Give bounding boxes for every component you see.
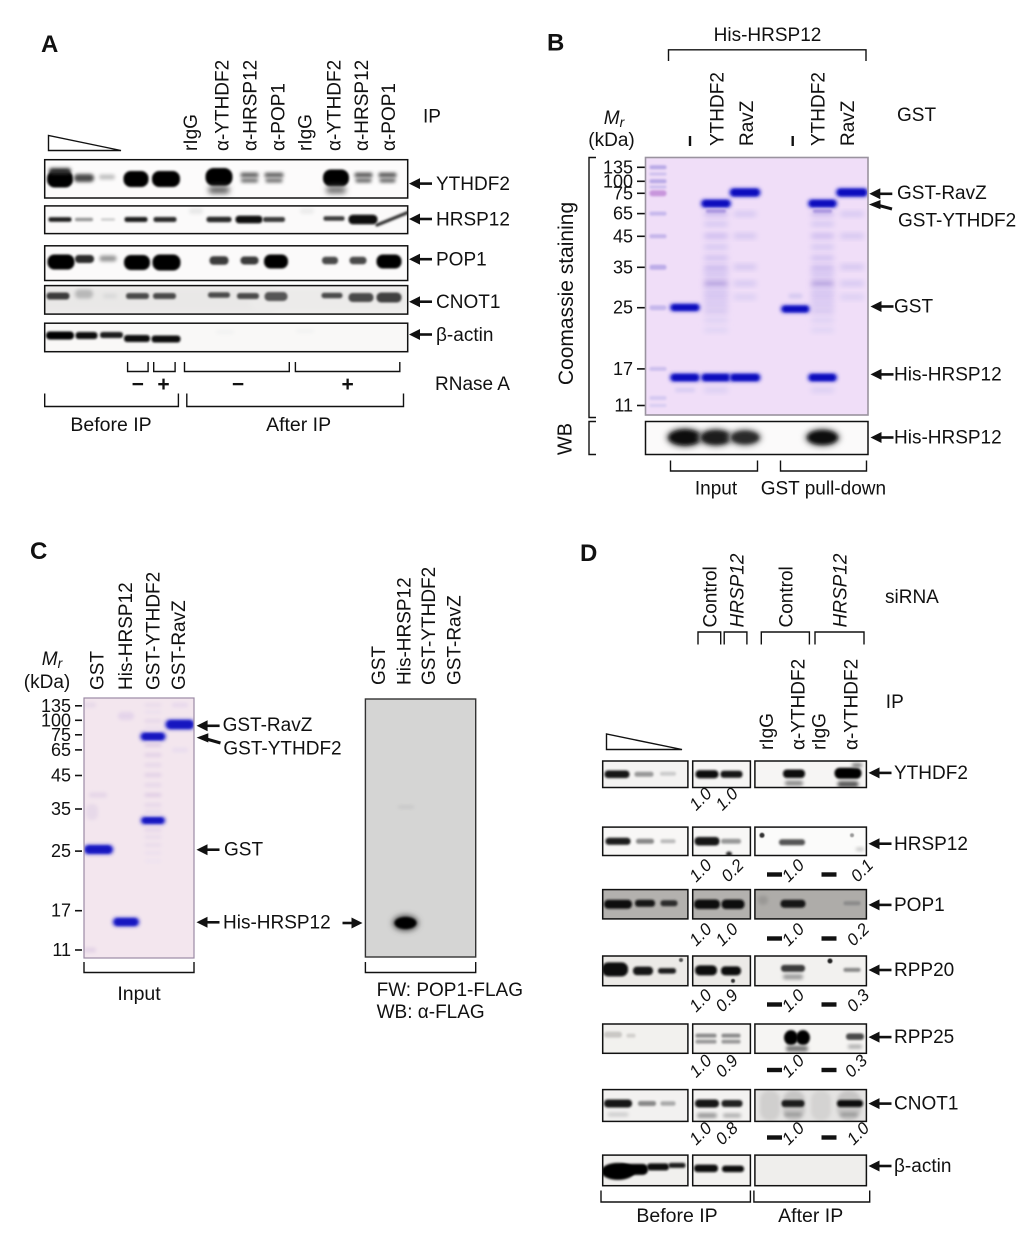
svg-text:GST: GST: [224, 840, 263, 861]
svg-text:WB: α-FLAG: WB: α-FLAG: [377, 1002, 485, 1023]
svg-text:His-HRSP12: His-HRSP12: [394, 577, 415, 685]
svg-text:β-actin: β-actin: [894, 1156, 951, 1177]
svg-text:100: 100: [41, 710, 71, 730]
svg-text:RavZ: RavZ: [838, 100, 859, 146]
svg-text:RNase A: RNase A: [435, 374, 510, 395]
svg-text:GST-RavZ: GST-RavZ: [169, 600, 190, 690]
svg-text:RPP25: RPP25: [894, 1027, 954, 1048]
svg-text:(kDa): (kDa): [24, 672, 70, 693]
svg-text:α-YTHDF2: α-YTHDF2: [213, 60, 234, 151]
svg-text:POP1: POP1: [894, 895, 945, 916]
svg-text:25: 25: [51, 841, 71, 861]
svg-text:25: 25: [613, 298, 633, 318]
svg-text:100: 100: [603, 171, 633, 191]
svg-text:Input: Input: [695, 479, 738, 500]
svg-text:IP: IP: [886, 692, 904, 713]
svg-text:β-actin: β-actin: [436, 325, 493, 346]
svg-text:HRSP12: HRSP12: [894, 834, 968, 855]
svg-text:YTHDF2: YTHDF2: [894, 763, 968, 784]
svg-text:HRSP12: HRSP12: [727, 553, 748, 627]
svg-text:rIgG: rIgG: [295, 114, 316, 151]
svg-text:Before IP: Before IP: [70, 414, 151, 436]
svg-text:135: 135: [41, 696, 71, 716]
svg-text:POP1: POP1: [436, 250, 487, 271]
svg-text:+: +: [157, 373, 169, 396]
svg-text:His-HRSP12: His-HRSP12: [714, 25, 822, 46]
svg-text:C: C: [30, 538, 47, 565]
svg-text:His-HRSP12: His-HRSP12: [223, 912, 331, 933]
svg-text:GST pull-down: GST pull-down: [761, 479, 886, 500]
svg-text:65: 65: [613, 204, 633, 224]
svg-text:45: 45: [51, 766, 71, 786]
svg-text:α-YTHDF2: α-YTHDF2: [789, 659, 810, 750]
svg-text:GST: GST: [894, 297, 933, 318]
svg-text:After IP: After IP: [778, 1205, 843, 1227]
svg-text:rIgG: rIgG: [810, 713, 831, 750]
svg-text:rIgG: rIgG: [181, 114, 202, 151]
svg-text:α-HRSP12: α-HRSP12: [352, 60, 373, 151]
svg-text:−: −: [232, 373, 244, 396]
svg-text:His-HRSP12: His-HRSP12: [894, 364, 1002, 385]
svg-text:Control: Control: [776, 566, 797, 627]
svg-text:+: +: [341, 373, 353, 396]
svg-text:RPP20: RPP20: [894, 960, 954, 981]
svg-text:GST: GST: [897, 105, 936, 126]
svg-text:α-POP1: α-POP1: [269, 83, 290, 151]
svg-text:GST-YTHDF2: GST-YTHDF2: [144, 572, 165, 690]
svg-text:GST-RavZ: GST-RavZ: [444, 595, 465, 685]
svg-text:11: 11: [614, 396, 633, 416]
svg-text:CNOT1: CNOT1: [436, 292, 500, 313]
svg-text:IP: IP: [423, 107, 441, 128]
svg-text:GST-YTHDF2: GST-YTHDF2: [419, 567, 440, 685]
svg-text:RavZ: RavZ: [737, 100, 758, 146]
svg-text:35: 35: [51, 799, 71, 819]
svg-text:135: 135: [603, 157, 633, 177]
svg-text:35: 35: [613, 257, 633, 277]
svg-text:11: 11: [52, 940, 71, 960]
svg-text:65: 65: [51, 740, 71, 760]
svg-text:75: 75: [613, 183, 633, 203]
svg-text:Control: Control: [700, 566, 721, 627]
svg-text:75: 75: [51, 725, 71, 745]
svg-text:α-POP1: α-POP1: [379, 83, 400, 151]
svg-text:FW: POP1-FLAG: FW: POP1-FLAG: [377, 980, 523, 1001]
svg-text:45: 45: [613, 226, 633, 246]
svg-text:GST-YTHDF2: GST-YTHDF2: [223, 739, 341, 760]
svg-text:−: −: [132, 373, 144, 396]
svg-text:GST-RavZ: GST-RavZ: [223, 715, 313, 736]
svg-text:Input: Input: [117, 983, 161, 1005]
svg-text:YTHDF2: YTHDF2: [809, 72, 830, 146]
svg-text:17: 17: [613, 359, 633, 379]
svg-text:Coomassie staining: Coomassie staining: [555, 202, 578, 385]
svg-text:α-YTHDF2: α-YTHDF2: [842, 659, 863, 750]
svg-text:siRNA: siRNA: [885, 587, 939, 608]
svg-text:His-HRSP12: His-HRSP12: [116, 582, 137, 690]
svg-text:His-HRSP12: His-HRSP12: [894, 428, 1002, 449]
svg-text:GST-RavZ: GST-RavZ: [897, 183, 987, 204]
svg-text:α-YTHDF2: α-YTHDF2: [324, 60, 345, 151]
svg-text:GST-YTHDF2: GST-YTHDF2: [898, 211, 1016, 232]
svg-text:GST: GST: [88, 651, 109, 690]
svg-text:(kDa): (kDa): [588, 130, 634, 151]
svg-text:D: D: [580, 540, 597, 567]
svg-text:YTHDF2: YTHDF2: [708, 72, 729, 146]
svg-text:B: B: [547, 30, 564, 57]
svg-text:WB: WB: [555, 423, 577, 455]
svg-text:α-HRSP12: α-HRSP12: [240, 60, 261, 151]
svg-text:Mr: Mr: [604, 108, 626, 130]
svg-text:A: A: [41, 31, 58, 58]
svg-text:rIgG: rIgG: [757, 713, 778, 750]
svg-text:CNOT1: CNOT1: [894, 1094, 958, 1115]
svg-text:HRSP12: HRSP12: [831, 553, 852, 627]
svg-text:HRSP12: HRSP12: [436, 210, 510, 231]
svg-text:GST: GST: [369, 646, 390, 685]
svg-text:Before IP: Before IP: [636, 1205, 717, 1227]
svg-text:YTHDF2: YTHDF2: [436, 174, 510, 195]
svg-text:17: 17: [51, 901, 71, 921]
svg-text:After IP: After IP: [266, 414, 331, 436]
svg-text:Mr: Mr: [42, 649, 64, 671]
